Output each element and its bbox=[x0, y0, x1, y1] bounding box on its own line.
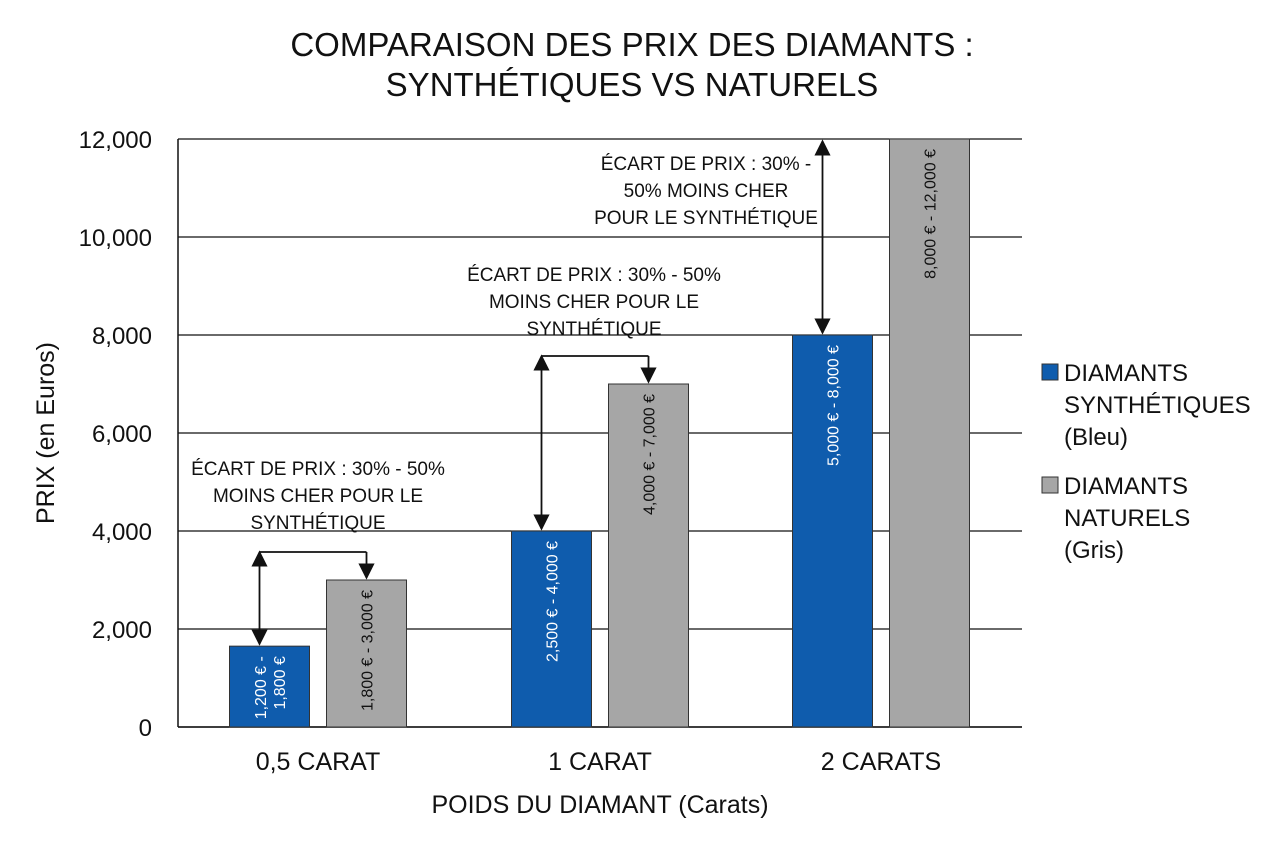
annotation-line: ÉCART DE PRIX : 30% - 50% bbox=[467, 265, 721, 286]
price-gap-arrow bbox=[533, 354, 657, 531]
bar-value-label-line: 2,500 € - 4,000 € bbox=[545, 541, 562, 662]
y-tick-label: 10,000 bbox=[79, 225, 152, 252]
annotation-line: ÉCART DE PRIX : 30% - 50% bbox=[191, 459, 445, 480]
y-tick-label: 6,000 bbox=[92, 421, 152, 448]
annotation-line: SYNTHÉTIQUE bbox=[250, 513, 385, 534]
bar bbox=[326, 579, 407, 728]
bar-value-label-line: 5,000 € - 8,000 € bbox=[826, 345, 843, 466]
bar bbox=[511, 530, 592, 728]
legend-label-line: DIAMANTS bbox=[1064, 360, 1188, 387]
legend-item: DIAMANTS NATURELS (Gris) bbox=[1041, 473, 1190, 564]
y-tick-label: 12,000 bbox=[79, 127, 152, 154]
bar-value-label-line: 8,000 € - 12,000 € bbox=[923, 149, 940, 279]
annotation-line: 50% MOINS CHER bbox=[624, 181, 789, 202]
x-axis-label: POIDS DU DIAMANT (Carats) bbox=[431, 791, 768, 819]
bar bbox=[792, 334, 873, 728]
y-tick-label: 0 bbox=[139, 715, 152, 742]
bar-value-label: 1,200 € -1,800 € bbox=[253, 656, 289, 719]
bar-value-label: 5,000 € - 8,000 € bbox=[826, 345, 843, 466]
price-gap-arrow bbox=[251, 550, 375, 646]
annotation-line: MOINS CHER POUR LE bbox=[213, 486, 423, 507]
price-gap-annotation: ÉCART DE PRIX : 30% - 50% MOINS CHER POUR… bbox=[191, 459, 445, 534]
bar-value-label: 8,000 € - 12,000 € bbox=[923, 149, 940, 279]
x-axis-categories: 0,5 CARAT 1 CARAT 2 CARATS bbox=[256, 748, 941, 776]
annotation-line: POUR LE SYNTHÉTIQUE bbox=[594, 208, 818, 229]
chart-title-line-1: COMPARAISON DES PRIX DES DIAMANTS : bbox=[290, 26, 973, 63]
bar-value-label-line: 1,200 € - bbox=[253, 656, 270, 719]
x-category-label: 0,5 CARAT bbox=[256, 748, 381, 776]
legend-item: DIAMANTS SYNTHÉTIQUES (Bleu) bbox=[1041, 360, 1251, 451]
legend-swatch bbox=[1041, 476, 1059, 494]
bar-value-label-line: 1,800 € bbox=[272, 656, 289, 709]
legend-label-line: DIAMANTS bbox=[1064, 473, 1188, 500]
annotation-line: MOINS CHER POUR LE bbox=[489, 292, 699, 313]
y-tick-label: 2,000 bbox=[92, 617, 152, 644]
price-gap-annotation: ÉCART DE PRIX : 30% - 50% MOINS CHER POUR… bbox=[467, 265, 721, 340]
bar bbox=[229, 645, 310, 728]
bar-value-label-line: 1,800 € - 3,000 € bbox=[360, 590, 377, 711]
annotations: ÉCART DE PRIX : 30% - 50% MOINS CHER POUR… bbox=[191, 139, 831, 646]
legend-label-line: (Bleu) bbox=[1064, 424, 1128, 451]
chart-title: COMPARAISON DES PRIX DES DIAMANTS : SYNT… bbox=[290, 26, 973, 103]
y-axis-ticks: 0 2,000 4,000 6,000 8,000 10,000 12,000 bbox=[79, 127, 152, 742]
y-axis-label: PRIX (en Euros) bbox=[32, 342, 60, 524]
chart-title-line-2: SYNTHÉTIQUES VS NATURELS bbox=[386, 66, 879, 103]
legend-label-line: SYNTHÉTIQUES bbox=[1064, 392, 1251, 419]
bars: 1,200 € -1,800 € 1,800 € - 3,000 € 2,500 €… bbox=[229, 138, 970, 728]
legend-label-line: (Gris) bbox=[1064, 537, 1124, 564]
bar bbox=[889, 138, 970, 728]
price-gap-annotation: ÉCART DE PRIX : 30% - 50% MOINS CHER POUR … bbox=[594, 154, 818, 229]
bar-value-label: 1,800 € - 3,000 € bbox=[360, 590, 377, 711]
legend: DIAMANTS SYNTHÉTIQUES (Bleu) DIAMANTS NATURE… bbox=[1041, 360, 1251, 564]
y-tick-label: 8,000 bbox=[92, 323, 152, 350]
legend-swatch bbox=[1041, 363, 1059, 381]
x-category-label: 2 CARATS bbox=[821, 748, 941, 776]
annotation-line: SYNTHÉTIQUE bbox=[526, 319, 661, 340]
grid bbox=[177, 138, 1022, 728]
annotation-line: ÉCART DE PRIX : 30% - bbox=[601, 154, 811, 175]
y-tick-label: 4,000 bbox=[92, 519, 152, 546]
bar bbox=[608, 383, 689, 728]
legend-label-line: NATURELS bbox=[1064, 505, 1190, 532]
x-category-label: 1 CARAT bbox=[548, 748, 652, 776]
bar-value-label: 2,500 € - 4,000 € bbox=[545, 541, 562, 662]
bar-value-label-line: 4,000 € - 7,000 € bbox=[642, 394, 659, 515]
bar-value-label: 4,000 € - 7,000 € bbox=[642, 394, 659, 515]
